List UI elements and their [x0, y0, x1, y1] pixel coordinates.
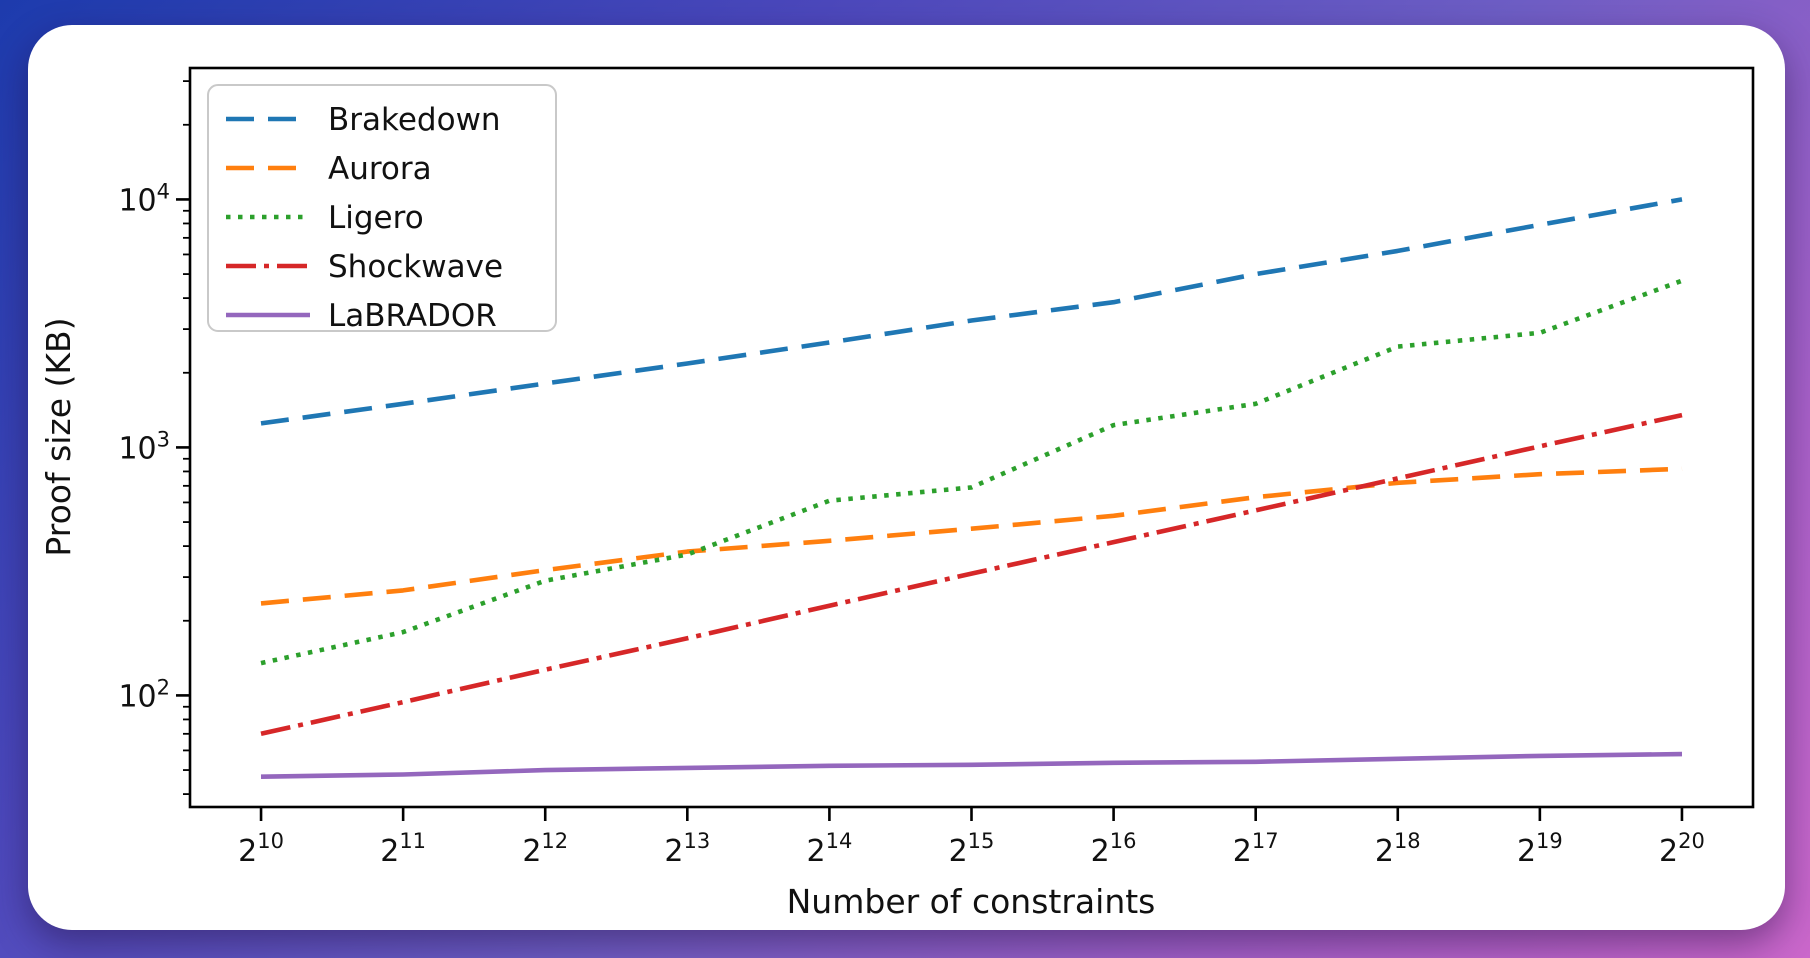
legend-label: Shockwave: [328, 249, 503, 285]
x-tick-label: 217: [1233, 829, 1279, 869]
x-tick-label: 216: [1091, 829, 1137, 869]
y-tick-label: 102: [118, 675, 170, 714]
legend: Brakedown Aurora Ligero Shockwave LaBRADOR: [207, 84, 557, 334]
legend-label: Brakedown: [328, 102, 501, 138]
x-tick-label: 220: [1659, 829, 1705, 869]
legend-label: Aurora: [328, 151, 432, 187]
x-tick-label: 219: [1517, 829, 1563, 869]
legend-entry-ligero: Ligero: [226, 200, 424, 236]
series-line-brakedown: [260, 197, 1683, 426]
x-axis-label: Number of constraints: [787, 882, 1156, 921]
y-axis-label: Proof size (KB): [39, 317, 78, 556]
series-line-ligero: [260, 278, 1683, 666]
legend-entry-shockwave: Shockwave: [226, 249, 503, 285]
legend-label: LaBRADOR: [328, 298, 497, 334]
y-axis-ticks: 102 103 104: [118, 80, 190, 795]
x-tick-label: 211: [380, 829, 426, 869]
figure-card: 102 103 104 210 211 212 213 214 215 216 217 218 219…: [28, 25, 1785, 930]
series-line-aurora: [260, 466, 1683, 606]
legend-label: Ligero: [328, 200, 424, 236]
legend-entry-labrador: LaBRADOR: [226, 298, 497, 334]
series-lines: [260, 197, 1683, 779]
plot-frame: [188, 66, 1755, 809]
legend-entry-aurora: Aurora: [226, 151, 432, 187]
series-line-shockwave: [260, 412, 1683, 737]
x-tick-label: 214: [806, 829, 852, 869]
x-tick-label: 215: [949, 829, 995, 869]
legend-box: [207, 84, 557, 332]
x-tick-label: 212: [522, 829, 568, 869]
x-tick-label: 213: [664, 829, 710, 869]
chart: 102 103 104 210 211 212 213 214 215 216 217 218 219…: [39, 66, 1755, 921]
x-tick-label: 210: [238, 829, 284, 869]
y-tick-label: 103: [118, 427, 170, 466]
x-tick-label: 218: [1375, 829, 1421, 869]
legend-entry-brakedown: Brakedown: [226, 102, 501, 138]
series-line-labrador: [260, 751, 1683, 779]
x-axis-ticks: 210 211 212 213 214 215 216 217 218 219 220: [238, 807, 1705, 869]
y-tick-label: 104: [118, 179, 170, 218]
